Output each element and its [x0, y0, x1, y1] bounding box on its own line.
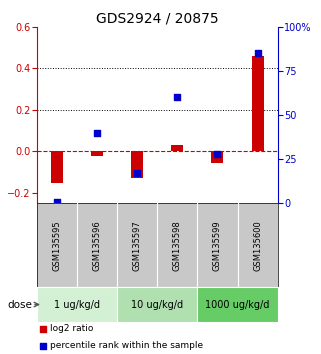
- Bar: [212, 152, 223, 163]
- Bar: [91, 152, 103, 155]
- Point: [40, 326, 46, 331]
- Text: log2 ratio: log2 ratio: [50, 324, 93, 333]
- Text: GSM135599: GSM135599: [213, 220, 222, 270]
- Point: [134, 171, 140, 176]
- Bar: [37, 287, 117, 322]
- Text: GSM135597: GSM135597: [133, 220, 142, 270]
- Text: 1 ug/kg/d: 1 ug/kg/d: [54, 299, 100, 309]
- Bar: [171, 145, 183, 152]
- Text: GSM135595: GSM135595: [52, 220, 62, 270]
- Bar: [117, 287, 197, 322]
- Text: GSM135600: GSM135600: [253, 220, 262, 270]
- Text: GSM135598: GSM135598: [173, 220, 182, 270]
- Bar: [51, 152, 63, 183]
- Point: [54, 199, 60, 204]
- Point: [40, 343, 46, 348]
- Point: [215, 151, 220, 157]
- Text: percentile rank within the sample: percentile rank within the sample: [50, 341, 203, 350]
- Point: [175, 95, 180, 100]
- Text: GSM135596: GSM135596: [92, 220, 102, 270]
- Point: [94, 130, 100, 136]
- Text: 1000 ug/kg/d: 1000 ug/kg/d: [205, 299, 270, 309]
- Text: dose: dose: [7, 299, 32, 309]
- Title: GDS2924 / 20875: GDS2924 / 20875: [96, 11, 219, 25]
- Bar: [131, 152, 143, 178]
- Text: 10 ug/kg/d: 10 ug/kg/d: [131, 299, 183, 309]
- Bar: [252, 56, 264, 152]
- Bar: [197, 287, 278, 322]
- Point: [255, 50, 260, 56]
